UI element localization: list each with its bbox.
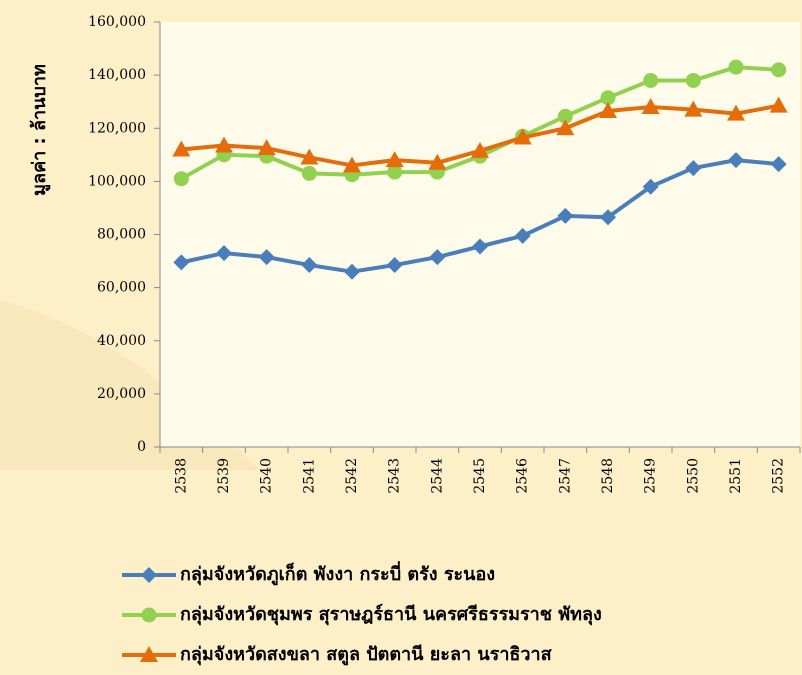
data-point bbox=[769, 96, 788, 113]
y-tick-label: 80,000 bbox=[97, 227, 146, 243]
data-point bbox=[472, 238, 488, 255]
data-point bbox=[344, 263, 360, 280]
data-point bbox=[385, 151, 404, 168]
y-tick-label: 40,000 bbox=[97, 333, 146, 349]
legend-label: กลุ่มจังหวัดภูเก็ต พังงา กระบี่ ตรัง ระน… bbox=[180, 561, 495, 586]
x-tick-label: 2541 bbox=[301, 458, 317, 494]
data-point bbox=[428, 153, 447, 170]
data-point bbox=[172, 140, 191, 157]
y-tick-label: 160,000 bbox=[88, 14, 146, 30]
data-point bbox=[684, 100, 703, 117]
x-tick-label: 2551 bbox=[728, 458, 744, 494]
x-tick-label: 2542 bbox=[344, 458, 360, 494]
data-point bbox=[514, 227, 531, 244]
data-point bbox=[727, 104, 745, 121]
y-tick-label: 60,000 bbox=[97, 280, 146, 296]
legend-marker bbox=[141, 567, 157, 583]
x-tick-label: 2539 bbox=[216, 458, 232, 494]
data-point bbox=[771, 62, 787, 78]
data-point bbox=[728, 59, 744, 75]
data-point bbox=[728, 152, 744, 169]
data-point bbox=[173, 254, 190, 271]
data-point bbox=[600, 90, 616, 106]
x-tick-label: 2540 bbox=[259, 458, 275, 494]
data-point bbox=[599, 101, 617, 118]
data-point bbox=[215, 136, 233, 153]
data-point bbox=[301, 257, 318, 274]
x-tick-label: 2543 bbox=[387, 458, 403, 494]
data-point bbox=[257, 139, 276, 156]
x-tick-label: 2546 bbox=[515, 458, 531, 494]
data-point bbox=[685, 160, 702, 177]
x-tick-label: 2538 bbox=[173, 458, 189, 494]
data-point bbox=[386, 257, 403, 274]
data-point bbox=[685, 72, 701, 88]
y-tick-label: 120,000 bbox=[88, 120, 146, 136]
data-point bbox=[258, 249, 275, 266]
data-point bbox=[557, 108, 573, 124]
data-point bbox=[557, 207, 574, 224]
data-point bbox=[641, 98, 660, 114]
legend-label: กลุ่มจังหวัดชุมพร สุราษฎร์ธานี นครศรีธรร… bbox=[180, 603, 602, 626]
data-point bbox=[556, 119, 575, 136]
x-tick-label: 2545 bbox=[472, 458, 488, 494]
data-point bbox=[429, 249, 446, 266]
y-tick-label: 100,000 bbox=[88, 173, 146, 189]
y-axis-title: มูลค่า : ล้านบาท bbox=[29, 64, 51, 196]
data-point bbox=[343, 156, 361, 173]
data-point bbox=[643, 72, 659, 88]
legend-marker bbox=[141, 607, 157, 623]
x-tick-label: 2544 bbox=[429, 458, 445, 494]
data-point bbox=[513, 128, 532, 145]
x-tick-label: 2549 bbox=[643, 458, 659, 494]
y-tick-label: 140,000 bbox=[88, 67, 146, 83]
x-tick-label: 2552 bbox=[771, 458, 787, 494]
data-point bbox=[600, 209, 616, 226]
x-tick-label: 2548 bbox=[600, 458, 616, 494]
legend-label: กลุ่มจังหวัดสงขลา สตูล ปัตตานี ยะลา นราธ… bbox=[180, 644, 553, 666]
data-point bbox=[300, 148, 319, 165]
plot-area bbox=[160, 22, 800, 447]
legend-marker bbox=[140, 646, 158, 662]
y-tick-label: 0 bbox=[137, 439, 146, 455]
x-tick-label: 2550 bbox=[685, 458, 701, 494]
data-point bbox=[301, 165, 317, 181]
data-point bbox=[387, 164, 403, 180]
x-tick-label: 2547 bbox=[557, 458, 573, 494]
data-point bbox=[770, 156, 787, 173]
y-tick-label: 20,000 bbox=[97, 386, 146, 402]
data-point bbox=[642, 178, 659, 195]
data-point bbox=[471, 141, 489, 158]
data-point bbox=[173, 171, 189, 187]
data-point bbox=[216, 245, 232, 262]
